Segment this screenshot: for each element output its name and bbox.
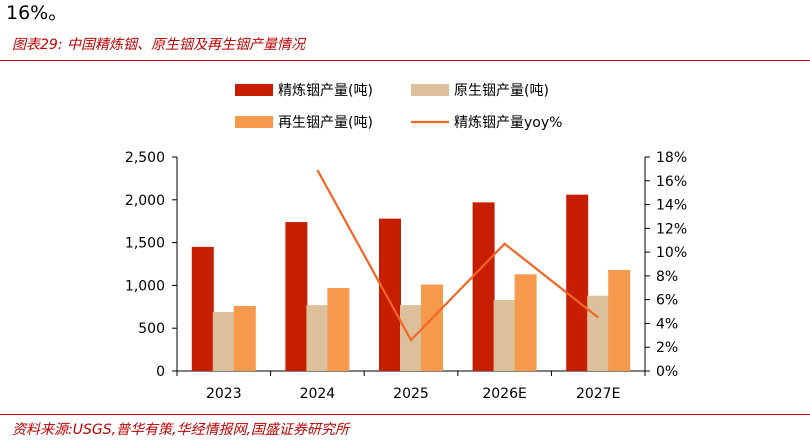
yoy-line [316,169,599,342]
legend-swatch [235,84,273,96]
bar-recycled [608,269,631,371]
legend-swatch [235,116,273,128]
chart: 精炼铟产量(吨) 原生铟产量(吨) 再生铟产量(吨) 精炼铟产量yoy% 0 500 1,… [125,83,687,402]
legend-label: 再生铟产量(吨) [278,115,373,131]
y-right-tick-label: 18% [656,150,687,166]
legend-swatch [411,84,449,96]
y-right-tick-label: 8% [656,269,678,285]
y-left-tick-label: 500 [138,321,165,337]
chart-bars [191,194,631,371]
y-right-tick-label: 6% [656,293,678,309]
y-left-tick-label: 0 [156,364,165,380]
bar-refined [191,246,214,371]
x-tick-label: 2024 [300,386,336,402]
bar-primary [587,295,610,371]
source-note: 资料来源:USGS,普华有策,华经情报网,国盛证券研究所 [12,422,349,438]
y-left-tick-label: 2,000 [125,193,165,209]
x-tick-label: 2025 [393,386,429,402]
bar-refined [285,222,308,371]
chart-yoy-line [316,169,599,342]
legend-label: 原生铟产量(吨) [454,83,549,99]
bar-recycled [233,305,256,371]
y-right-tick-label: 12% [656,221,687,237]
x-tick-label: 2023 [206,386,242,402]
bar-primary [493,299,516,371]
intro-text: 16%。 [6,2,68,24]
chart-legend: 精炼铟产量(吨) 原生铟产量(吨) 再生铟产量(吨) 精炼铟产量yoy% [235,83,562,131]
legend-label: 精炼铟产量yoy% [454,115,562,131]
figure-title: 图表29: 中国精炼铟、原生铟及再生铟产量情况 [12,37,305,53]
bar-recycled [514,274,537,371]
y-right-tick-label: 10% [656,245,687,261]
y-left-tick-label: 1,000 [125,278,165,294]
x-tick-label: 2027E [576,386,620,402]
y-right-tick-label: 2% [656,340,678,356]
bar-primary [306,305,329,371]
y-right-tick-label: 0% [656,364,678,380]
title-divider [0,60,810,61]
y-right-tick-label: 16% [656,174,687,190]
source-divider [0,414,810,415]
y-right-tick-label: 4% [656,316,678,332]
y-right-tick-label: 14% [656,198,687,214]
y-left-tick-label: 2,500 [125,150,165,166]
bar-refined [379,218,401,371]
y-left-tick-label: 1,500 [125,236,165,252]
bar-refined [472,202,495,371]
bar-recycled [421,284,443,371]
x-tick-label: 2026E [482,386,526,402]
bar-refined [566,194,589,371]
legend-label: 精炼铟产量(吨) [278,83,373,99]
bar-recycled [327,287,350,371]
bar-primary [212,311,235,371]
